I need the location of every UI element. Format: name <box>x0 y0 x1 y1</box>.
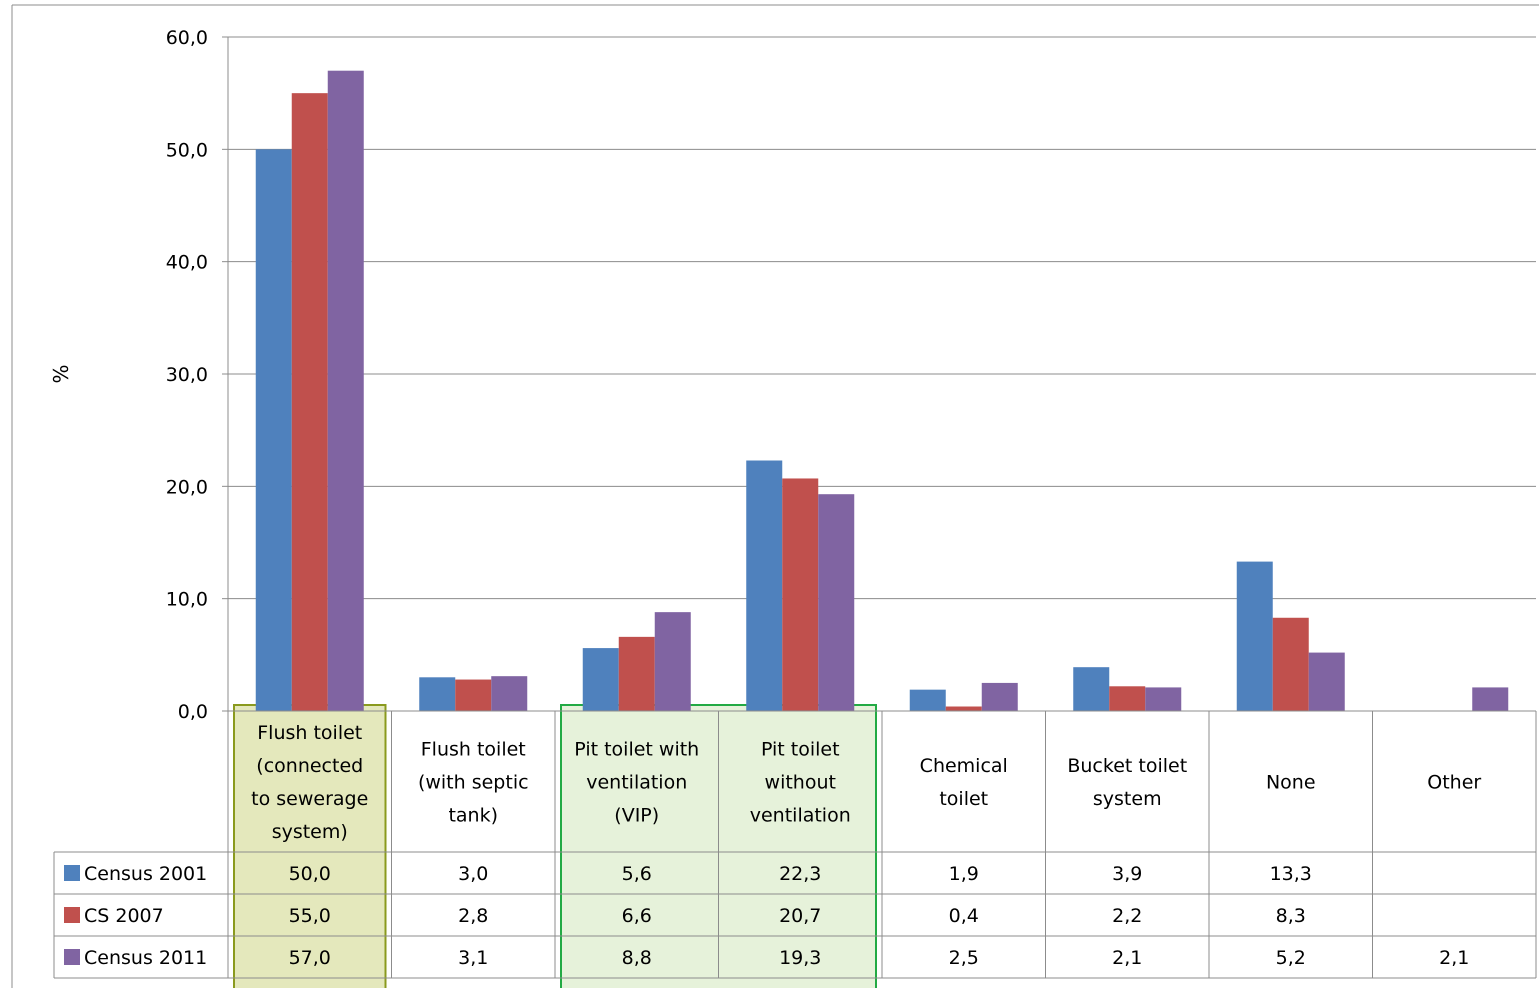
category-label-line: system) <box>272 821 348 843</box>
y-tick-label: 60,0 <box>166 27 208 49</box>
highlight-box <box>233 704 387 992</box>
table-value: 8,8 <box>622 947 652 969</box>
y-tick-label: 20,0 <box>166 476 208 498</box>
category-label-line: (with septic <box>418 772 529 794</box>
bar-census-2001 <box>255 149 292 712</box>
table-value: 13,3 <box>1270 863 1312 885</box>
y-tick-label: 40,0 <box>166 252 208 274</box>
table-value: 6,6 <box>622 905 652 927</box>
table-value: 2,2 <box>1112 905 1142 927</box>
bar-census-2011 <box>491 676 528 711</box>
bar-census-2011 <box>1145 687 1182 711</box>
category-label-line: ventilation <box>750 805 851 827</box>
y-tick-label: 30,0 <box>166 364 208 386</box>
bar-cs-2007 <box>782 478 819 711</box>
legend-swatch <box>64 865 80 881</box>
table-value: 19,3 <box>779 947 821 969</box>
category-label: Pit toilet with ventilation (VIP) <box>574 739 699 827</box>
category-label: Other <box>1427 772 1481 794</box>
category-label-line: (VIP) <box>614 805 659 827</box>
table-value: 50,0 <box>289 863 331 885</box>
table-value: 3,0 <box>458 863 488 885</box>
table-value: 3,1 <box>458 947 488 969</box>
category-label-line: Other <box>1427 772 1481 794</box>
legend-swatch <box>64 907 80 923</box>
category-label: None <box>1266 772 1316 794</box>
legend-label: Census 2011 <box>84 947 207 969</box>
category-label-line: system <box>1093 788 1162 810</box>
category-label-line: to sewerage <box>251 788 368 810</box>
bar-cs-2007 <box>945 706 982 711</box>
table-value: 1,9 <box>949 863 979 885</box>
category-label-line: Chemical <box>920 755 1008 777</box>
category-label: Chemical toilet <box>920 755 1008 810</box>
legend-label: Census 2001 <box>84 863 207 885</box>
category-label: Bucket toilet system <box>1067 755 1187 810</box>
bar-census-2001 <box>1236 561 1273 711</box>
category-label-line: tank) <box>448 805 498 827</box>
legend-swatch <box>64 949 80 965</box>
category-label-line: (connected <box>256 755 363 777</box>
table-value: 5,6 <box>622 863 652 885</box>
bar-census-2011 <box>327 70 364 711</box>
bar-census-2011 <box>818 494 855 711</box>
bar-census-2011 <box>981 682 1018 711</box>
table-value: 5,2 <box>1276 947 1306 969</box>
y-tick-label: 50,0 <box>166 139 208 161</box>
category-label: Pit toilet without ventilation <box>750 739 851 827</box>
category-label-line: without <box>765 772 836 794</box>
bar-cs-2007 <box>291 93 328 711</box>
bar-census-2001 <box>582 648 619 711</box>
category-label-line: toilet <box>939 788 988 810</box>
category-label-line: Bucket toilet <box>1067 755 1187 777</box>
table-value: 2,1 <box>1112 947 1142 969</box>
bar-census-2001 <box>419 677 456 711</box>
table-value: 0,4 <box>949 905 979 927</box>
bar-census-2001 <box>746 460 783 711</box>
bar-cs-2007 <box>1109 686 1146 711</box>
bar-census-2011 <box>1308 652 1345 711</box>
y-axis-label: % <box>49 364 73 383</box>
y-tick-label: 10,0 <box>166 589 208 611</box>
table-value: 55,0 <box>289 905 331 927</box>
y-tick-label: 0,0 <box>178 701 208 723</box>
table-value: 2,1 <box>1439 947 1469 969</box>
category-label-line: Pit toilet with <box>574 739 699 761</box>
category-label-line: Flush toilet <box>421 739 526 761</box>
category-label: Flush toilet (connected to sewerage system) <box>251 722 368 843</box>
category-label-line: Pit toilet <box>761 739 840 761</box>
table-value: 3,9 <box>1112 863 1142 885</box>
bar-census-2011 <box>1472 687 1509 711</box>
bar-cs-2007 <box>618 636 655 711</box>
table-value: 22,3 <box>779 863 821 885</box>
bar-census-2001 <box>1073 667 1110 711</box>
table-value: 2,8 <box>458 905 488 927</box>
table-value: 57,0 <box>289 947 331 969</box>
category-label-line: None <box>1266 772 1316 794</box>
bar-census-2011 <box>654 612 691 711</box>
category-label-line: Flush toilet <box>257 722 362 744</box>
table-value: 2,5 <box>949 947 979 969</box>
table-value: 8,3 <box>1276 905 1306 927</box>
table-value: 20,7 <box>779 905 821 927</box>
bar-cs-2007 <box>1272 617 1309 711</box>
bar-cs-2007 <box>455 679 492 711</box>
category-label-line: ventilation <box>586 772 687 794</box>
category-label: Flush toilet (with septic tank) <box>418 739 529 827</box>
legend-label: CS 2007 <box>84 905 164 927</box>
bar-census-2001 <box>909 689 946 711</box>
